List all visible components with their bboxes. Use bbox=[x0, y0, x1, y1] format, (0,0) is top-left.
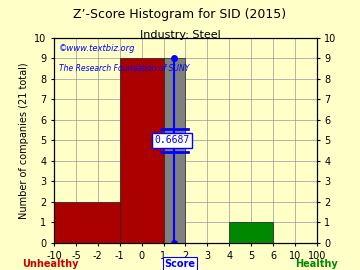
Bar bbox=[229, 222, 273, 243]
Bar bbox=[163, 58, 185, 243]
Y-axis label: Number of companies (21 total): Number of companies (21 total) bbox=[19, 62, 28, 219]
Bar bbox=[54, 202, 120, 243]
Text: Score: Score bbox=[165, 259, 195, 269]
Text: Healthy: Healthy bbox=[296, 259, 338, 269]
Text: Industry: Steel: Industry: Steel bbox=[140, 30, 220, 40]
Text: The Research Foundation of SUNY: The Research Foundation of SUNY bbox=[59, 65, 190, 73]
Text: ©www.textbiz.org: ©www.textbiz.org bbox=[59, 44, 136, 53]
Text: 0.6687: 0.6687 bbox=[155, 135, 190, 146]
Text: Unhealthy: Unhealthy bbox=[22, 259, 78, 269]
Text: Z’-Score Histogram for SID (2015): Z’-Score Histogram for SID (2015) bbox=[73, 8, 287, 21]
Bar bbox=[120, 58, 163, 243]
